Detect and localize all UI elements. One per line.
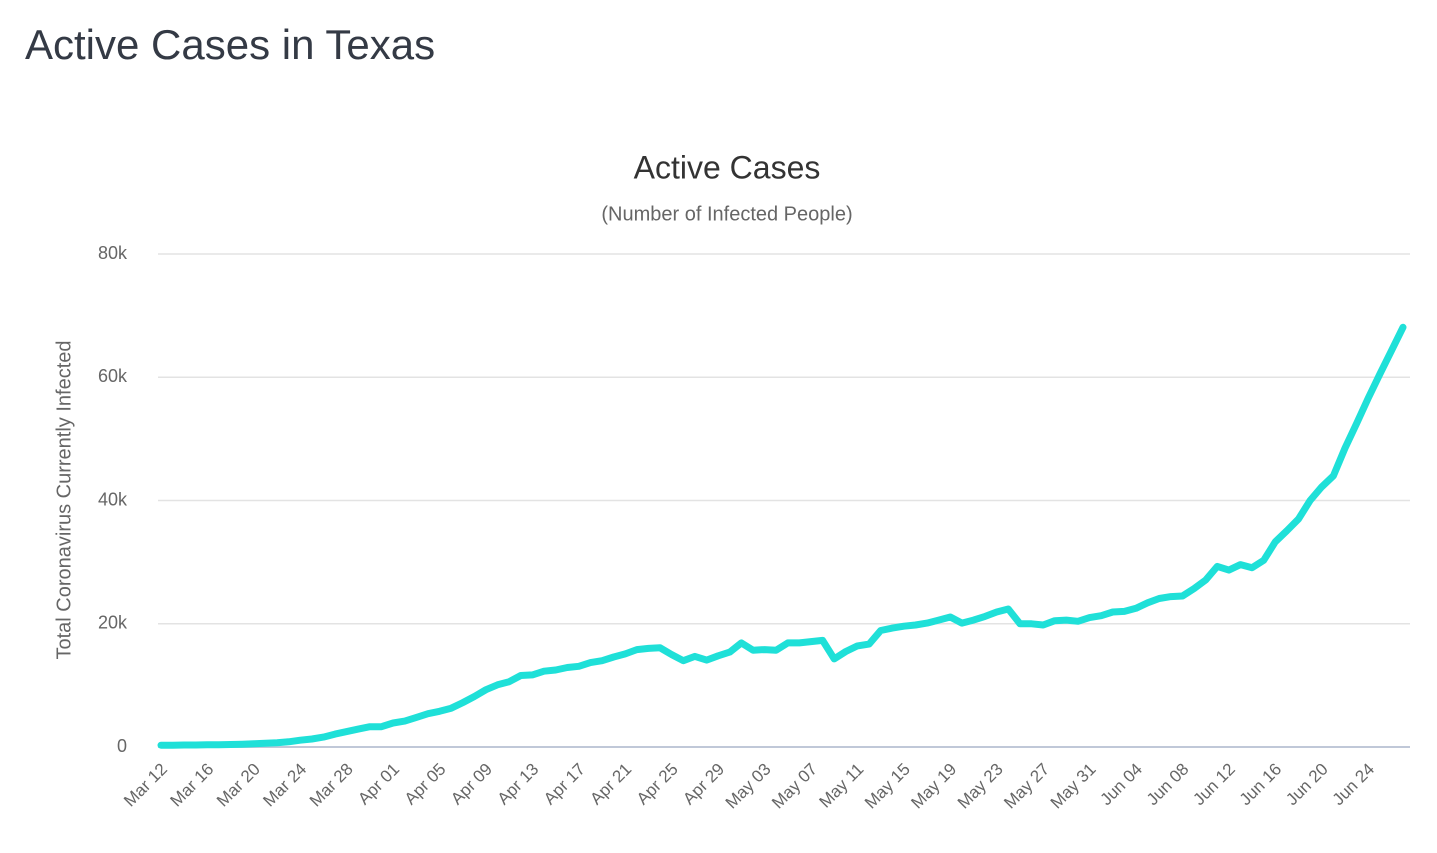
x-tick-label: May 31 xyxy=(1047,760,1100,813)
x-tick-label: Apr 17 xyxy=(540,760,589,809)
y-tick-label: 80k xyxy=(98,243,128,263)
page-title: Active Cases in Texas xyxy=(25,21,435,68)
x-tick-label: Mar 28 xyxy=(306,760,357,811)
chart-title: Active Cases xyxy=(634,149,821,185)
x-tick-label: Mar 24 xyxy=(259,760,310,811)
x-tick-label: Apr 05 xyxy=(401,760,450,809)
x-tick-label: Apr 25 xyxy=(633,760,682,809)
x-tick-label: May 27 xyxy=(1000,760,1053,813)
chart-subtitle: (Number of Infected People) xyxy=(601,203,852,225)
x-tick-label: May 23 xyxy=(954,760,1007,813)
x-tick-label: Apr 29 xyxy=(679,760,728,809)
data-line xyxy=(157,323,1407,749)
x-tick-label: Jun 12 xyxy=(1189,760,1239,810)
x-tick-label: Apr 09 xyxy=(447,760,496,809)
x-tick-label: Mar 20 xyxy=(213,760,264,811)
x-tick-label: Apr 21 xyxy=(586,760,635,809)
x-tick-label: May 07 xyxy=(768,760,821,813)
x-tick-label: May 11 xyxy=(815,760,867,812)
x-tick-label: Apr 01 xyxy=(354,760,403,809)
y-axis-label: Total Coronavirus Currently Infected xyxy=(53,340,75,659)
x-tick-label: May 03 xyxy=(722,760,775,813)
y-tick-label: 0 xyxy=(117,736,127,756)
x-tick-label: Mar 12 xyxy=(120,760,171,811)
x-tick-label: May 15 xyxy=(861,760,914,813)
x-tick-label: Apr 13 xyxy=(494,760,543,809)
y-tick-label: 20k xyxy=(98,613,128,633)
x-tick-label: Jun 20 xyxy=(1282,760,1332,810)
x-tick-label: Mar 16 xyxy=(167,760,218,811)
y-tick-label: 60k xyxy=(98,366,128,386)
x-tick-label: May 19 xyxy=(907,760,960,813)
y-tick-label: 40k xyxy=(98,489,128,509)
x-tick-label: Jun 04 xyxy=(1096,760,1146,810)
x-tick-label: Jun 16 xyxy=(1236,760,1286,810)
x-tick-label: Jun 08 xyxy=(1143,760,1193,810)
x-tick-label: Jun 24 xyxy=(1329,760,1379,810)
